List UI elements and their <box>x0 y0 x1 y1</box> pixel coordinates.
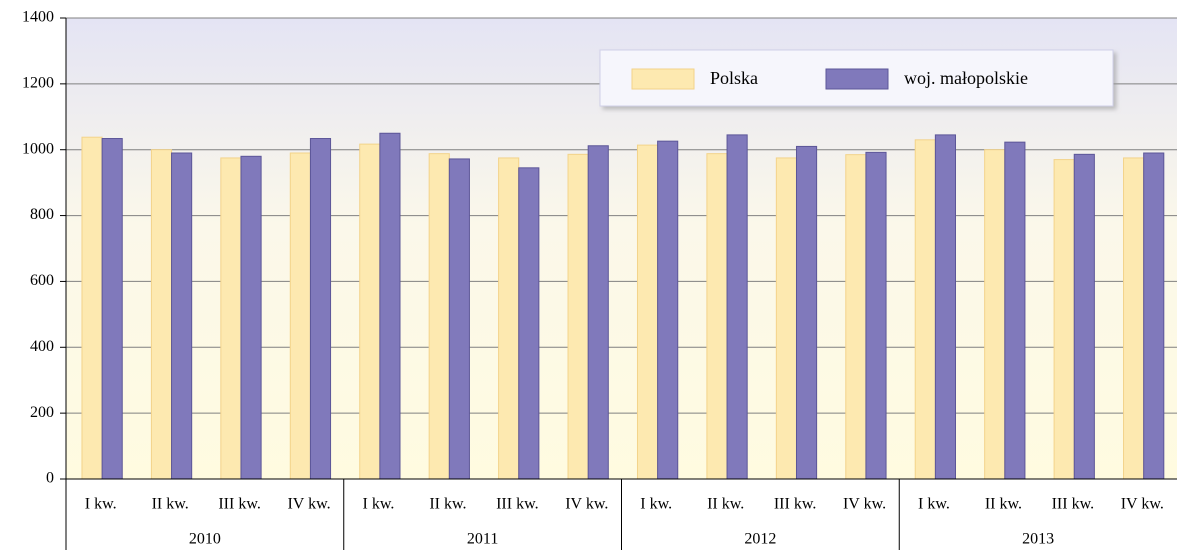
x-tick-label: II kw. <box>985 496 1022 513</box>
group-label: 2010 <box>189 531 221 548</box>
bar <box>775 157 797 480</box>
y-tick-label: 200 <box>30 404 54 421</box>
bar <box>934 134 956 480</box>
bar <box>587 145 609 480</box>
bar <box>171 152 193 480</box>
x-tick-label: III kw. <box>774 496 817 513</box>
bar <box>1053 159 1075 480</box>
bar <box>518 167 540 480</box>
x-tick-label: III kw. <box>1052 496 1095 513</box>
x-tick-label: II kw. <box>707 496 744 513</box>
legend-swatch <box>825 68 889 90</box>
bar <box>448 158 470 480</box>
bar <box>795 145 818 480</box>
x-tick-label: I kw. <box>918 496 950 513</box>
legend-swatch <box>631 68 695 90</box>
bar <box>726 134 748 480</box>
bar <box>1004 141 1026 480</box>
legend-label: woj. małopolskie <box>904 68 1028 88</box>
x-tick-label: I kw. <box>363 496 395 513</box>
group-label: 2013 <box>1022 531 1054 548</box>
bar <box>1073 153 1095 480</box>
bar <box>1143 152 1165 480</box>
x-tick-label: III kw. <box>496 496 539 513</box>
bar <box>81 136 103 480</box>
y-tick-label: 600 <box>30 272 54 289</box>
bar <box>845 154 867 480</box>
bar <box>498 157 520 480</box>
x-tick-label: IV kw. <box>1121 496 1164 513</box>
y-tick-label: 1400 <box>22 9 54 26</box>
bar <box>1123 157 1145 480</box>
x-tick-label: IV kw. <box>565 496 608 513</box>
bar <box>150 149 173 480</box>
x-tick-label: IV kw. <box>843 496 886 513</box>
x-tick-label: I kw. <box>640 496 672 513</box>
x-tick-label: II kw. <box>429 496 466 513</box>
bar <box>220 157 242 480</box>
bar <box>914 139 936 480</box>
bar <box>309 138 332 480</box>
y-tick-label: 400 <box>30 338 54 355</box>
bar <box>359 143 381 480</box>
bar <box>657 140 679 480</box>
bar <box>706 153 728 480</box>
y-tick-label: 1200 <box>22 75 54 92</box>
bar <box>636 144 659 480</box>
bar <box>984 149 1006 480</box>
x-tick-label: III kw. <box>218 496 261 513</box>
bar <box>240 155 262 480</box>
x-tick-label: I kw. <box>85 496 117 513</box>
group-label: 2012 <box>744 531 776 548</box>
bar <box>428 153 450 480</box>
bar <box>289 152 311 480</box>
bar <box>567 153 589 480</box>
bar <box>865 151 887 480</box>
legend-label: Polska <box>710 68 758 88</box>
y-tick-label: 0 <box>46 470 54 487</box>
y-tick-label: 800 <box>30 206 54 223</box>
bar <box>101 138 123 480</box>
group-label: 2011 <box>467 531 498 548</box>
x-tick-label: II kw. <box>152 496 189 513</box>
x-tick-label: IV kw. <box>287 496 330 513</box>
bar <box>379 132 401 480</box>
y-tick-label: 1000 <box>22 140 54 157</box>
